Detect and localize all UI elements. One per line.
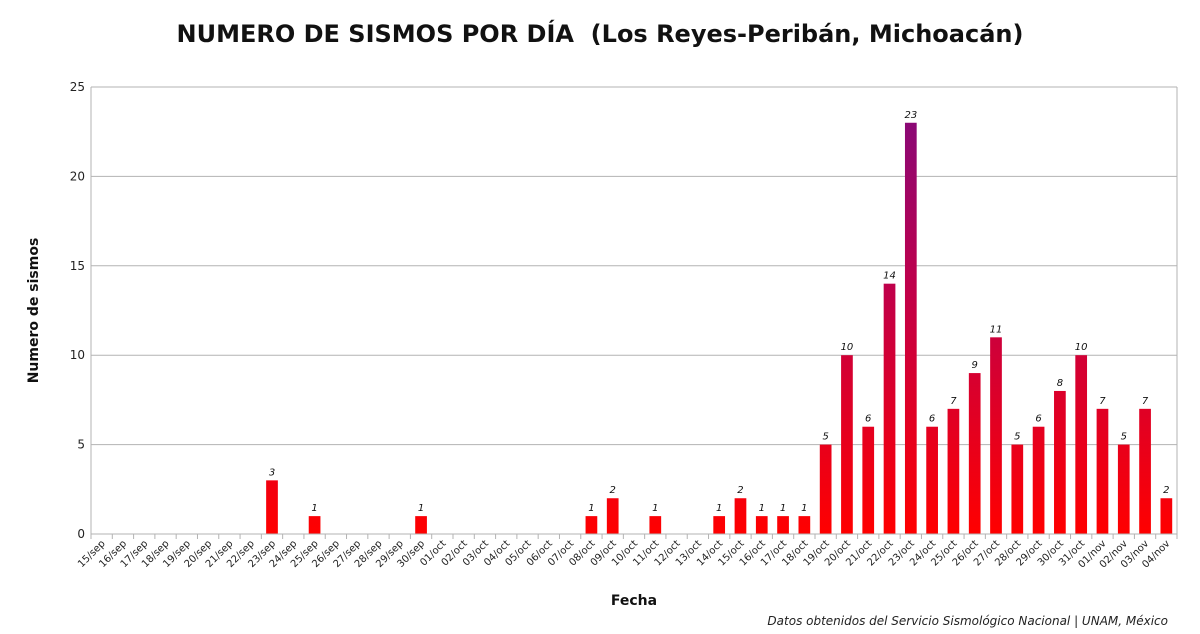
data-label: 1 [759, 503, 765, 514]
y-tick-label: 10 [70, 348, 85, 362]
y-tick-label: 20 [70, 169, 85, 183]
bar [1054, 390, 1066, 534]
bar [1096, 408, 1109, 534]
data-label: 5 [822, 432, 828, 443]
bar [947, 408, 960, 534]
data-label: 1 [801, 503, 807, 514]
data-label: 10 [1075, 342, 1088, 353]
data-label: 23 [904, 110, 917, 121]
y-tick-label: 0 [77, 527, 85, 541]
bar [606, 498, 619, 534]
bar [862, 426, 875, 534]
data-label: 1 [652, 503, 658, 514]
bar [415, 516, 427, 534]
source-note: Datos obtenidos del Servicio Sismológico… [767, 614, 1168, 628]
data-label: 1 [588, 503, 594, 514]
bar [755, 516, 768, 534]
bar [266, 480, 278, 534]
bar [1117, 444, 1130, 534]
bar [904, 122, 917, 534]
data-label: 6 [1035, 414, 1041, 425]
data-label: 6 [929, 414, 935, 425]
bar [1011, 444, 1024, 534]
data-label: 7 [950, 396, 957, 407]
data-label: 7 [1142, 396, 1149, 407]
bar [798, 516, 811, 534]
data-label: 5 [1121, 432, 1127, 443]
bar [308, 516, 321, 534]
bar [841, 355, 853, 534]
bar [585, 516, 598, 534]
bar [649, 516, 662, 534]
bar [1075, 355, 1088, 534]
bar [883, 283, 896, 534]
bar [777, 516, 789, 534]
bar [1139, 408, 1151, 534]
data-label: 2 [1163, 485, 1169, 496]
bar [1032, 426, 1045, 534]
data-label: 1 [716, 503, 722, 514]
data-label: 6 [865, 414, 871, 425]
y-tick-label: 15 [70, 259, 85, 273]
data-label: 11 [990, 324, 1003, 335]
data-label: 10 [841, 342, 854, 353]
data-label: 7 [1099, 396, 1106, 407]
y-tick-label: 25 [70, 80, 85, 94]
bar [819, 444, 832, 534]
data-label: 9 [972, 360, 978, 371]
data-label: 1 [780, 503, 786, 514]
data-label: 1 [311, 503, 317, 514]
chart-title: NUMERO DE SISMOS POR DÍA (Los Reyes-Peri… [176, 20, 1024, 48]
y-axis-title: Numero de sismos [26, 238, 42, 384]
bar [926, 426, 938, 534]
data-label: 2 [737, 485, 743, 496]
data-label: 2 [610, 485, 616, 496]
bar [1160, 498, 1173, 534]
x-axis-title: Fecha [611, 593, 657, 609]
bar [734, 498, 747, 534]
data-label: 5 [1014, 432, 1020, 443]
data-label: 1 [418, 503, 424, 514]
bar [713, 516, 726, 534]
data-label: 3 [269, 467, 275, 478]
data-label: 8 [1057, 378, 1063, 389]
bar [968, 373, 981, 534]
data-label: 14 [883, 271, 896, 282]
bar [990, 337, 1002, 534]
y-tick-label: 5 [77, 438, 85, 452]
